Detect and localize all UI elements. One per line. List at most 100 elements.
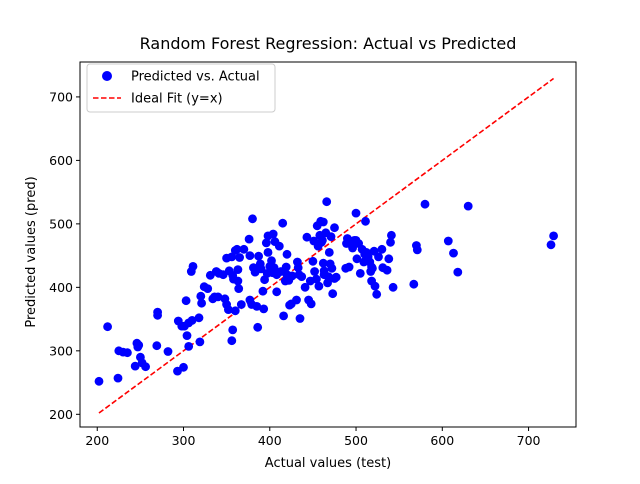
data-point xyxy=(361,216,370,226)
data-point xyxy=(282,249,292,259)
data-point xyxy=(263,248,273,257)
data-point xyxy=(182,331,192,340)
data-point xyxy=(312,274,321,284)
data-point xyxy=(261,238,271,248)
data-point xyxy=(287,271,297,281)
data-point xyxy=(254,251,263,261)
data-point xyxy=(370,281,380,291)
x-tick-label: 300 xyxy=(172,433,196,448)
data-point xyxy=(281,262,291,272)
data-point xyxy=(113,373,123,383)
data-point xyxy=(302,232,312,242)
data-point xyxy=(377,244,387,254)
data-point xyxy=(409,279,419,289)
data-point xyxy=(355,269,365,278)
data-point xyxy=(382,265,392,275)
y-tick-label: 600 xyxy=(49,153,73,168)
data-point xyxy=(152,341,162,351)
y-tick-label: 400 xyxy=(49,280,73,295)
data-point xyxy=(272,287,282,297)
y-axis-label: Predicted values (pred) xyxy=(24,176,39,327)
data-point xyxy=(153,307,163,317)
y-tick-label: 500 xyxy=(49,216,73,231)
legend-label-line: Ideal Fit (y=x) xyxy=(131,92,223,107)
data-point xyxy=(256,264,266,274)
data-point xyxy=(248,214,257,224)
ideal-fit-line xyxy=(98,77,555,414)
data-point xyxy=(233,276,243,286)
legend-label-scatter: Predicted vs. Actual xyxy=(131,70,260,85)
data-point xyxy=(449,248,458,258)
data-point xyxy=(322,197,332,207)
data-point xyxy=(213,292,223,302)
data-point xyxy=(412,245,422,255)
data-point xyxy=(224,305,233,314)
data-point xyxy=(232,244,242,254)
y-tick-label: 300 xyxy=(49,343,73,358)
data-point xyxy=(310,267,319,276)
data-point xyxy=(187,316,197,325)
x-tick-label: 200 xyxy=(85,433,109,448)
data-point xyxy=(123,348,132,358)
x-tick-label: 400 xyxy=(258,433,282,448)
data-point xyxy=(274,241,284,251)
plot-frame xyxy=(79,61,577,428)
data-point xyxy=(326,232,336,242)
data-point xyxy=(203,284,213,293)
data-point xyxy=(236,300,246,309)
data-point xyxy=(228,325,238,335)
data-point xyxy=(318,217,328,227)
data-point xyxy=(195,337,205,347)
y-tick-label: 200 xyxy=(49,407,73,422)
data-point xyxy=(331,272,341,282)
data-point xyxy=(384,254,394,264)
data-point xyxy=(318,258,328,268)
data-point xyxy=(245,251,255,260)
data-point xyxy=(388,282,398,292)
legend-box xyxy=(86,63,276,113)
data-point xyxy=(308,256,318,266)
data-point xyxy=(306,299,316,309)
data-point xyxy=(239,244,249,254)
legend: Predicted vs. Actual Ideal Fit (y=x) xyxy=(86,63,276,113)
data-point xyxy=(297,272,307,281)
data-point xyxy=(197,298,207,308)
data-point xyxy=(300,282,310,292)
data-point xyxy=(314,281,324,291)
data-point xyxy=(252,302,262,311)
data-point xyxy=(344,262,354,272)
data-point xyxy=(387,230,396,240)
data-point xyxy=(351,208,361,218)
data-point xyxy=(184,342,194,351)
data-point xyxy=(258,286,268,296)
x-axis-label: Actual values (test) xyxy=(265,456,391,471)
data-point xyxy=(179,362,188,372)
data-point xyxy=(348,243,357,253)
data-point xyxy=(269,263,279,273)
data-point xyxy=(549,231,558,241)
data-points xyxy=(94,197,558,386)
data-point xyxy=(318,236,327,245)
data-point xyxy=(259,304,269,314)
data-point xyxy=(327,263,337,273)
data-point xyxy=(328,289,338,299)
data-point xyxy=(94,376,104,386)
data-point xyxy=(293,263,303,273)
data-point xyxy=(295,314,305,323)
data-point xyxy=(463,201,473,211)
data-point xyxy=(368,263,377,273)
data-point xyxy=(233,265,243,274)
data-point xyxy=(227,336,237,346)
data-point xyxy=(546,240,556,250)
data-point xyxy=(235,253,245,262)
data-point xyxy=(141,362,151,372)
x-tick-label: 700 xyxy=(517,433,541,448)
x-axis-ticks: 200 300 400 500 600 700 xyxy=(85,427,541,448)
data-point xyxy=(372,289,382,299)
data-point xyxy=(330,223,339,233)
data-point xyxy=(103,322,112,332)
data-point xyxy=(352,254,362,264)
data-point xyxy=(134,340,144,350)
legend-marker-scatter xyxy=(102,71,112,81)
